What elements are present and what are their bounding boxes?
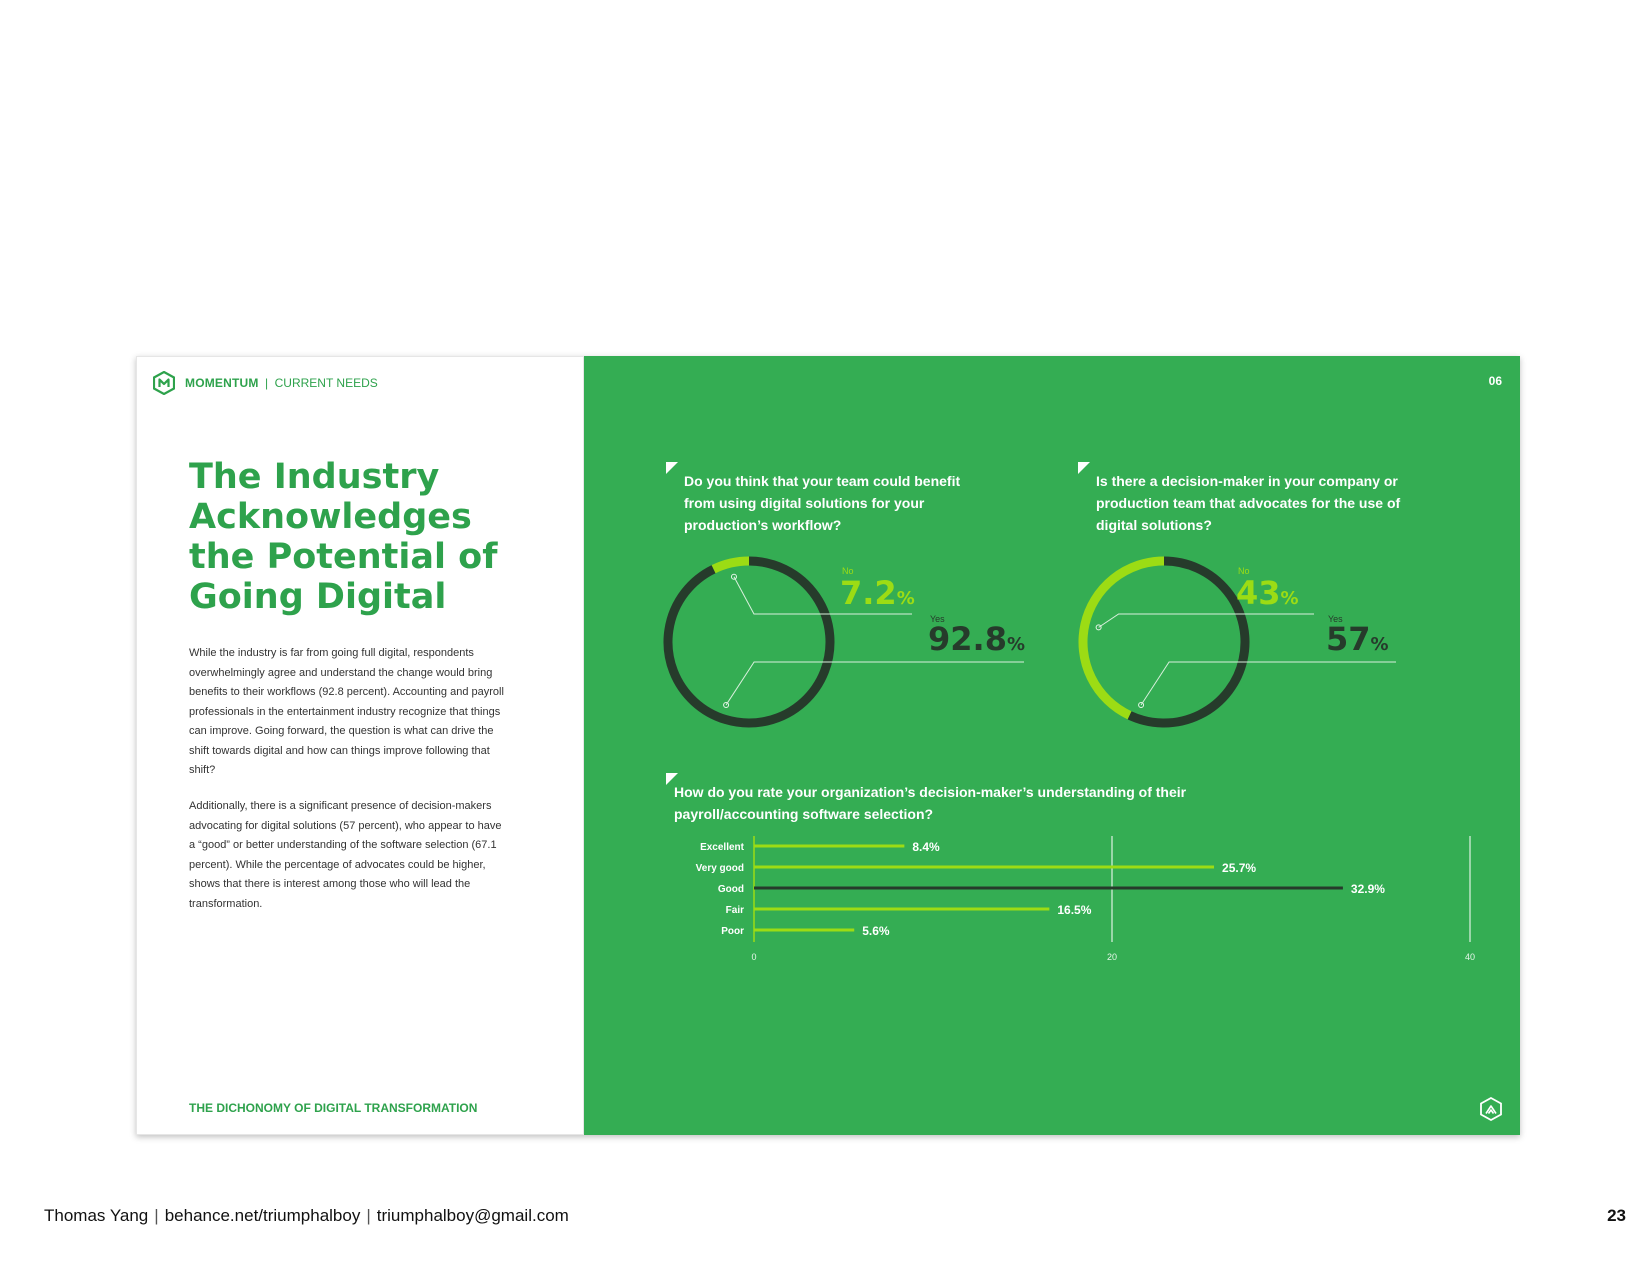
leader-dot-yes: [1138, 701, 1145, 708]
donut-no-segment: [1078, 556, 1165, 720]
x-tick-label: 20: [1107, 952, 1117, 962]
donut-chart-2: [1078, 556, 1396, 728]
author-name: Thomas Yang: [44, 1206, 149, 1225]
question-marker-icon: [666, 462, 678, 474]
portfolio-page-number: 23: [1607, 1206, 1626, 1225]
x-tick-label: 0: [751, 952, 756, 962]
bar-category-label: Poor: [721, 926, 744, 937]
donut-chart-1: [663, 556, 1024, 728]
leader-line-no: [733, 576, 912, 615]
bar-value-label: 5.6%: [862, 924, 890, 938]
donut-1-yes-label: Yes: [930, 614, 945, 624]
leader-line-yes: [725, 661, 1024, 706]
portfolio-link[interactable]: behance.net/triumphalboy: [164, 1206, 361, 1225]
donut-2-yes-value: 57%: [1326, 620, 1389, 658]
bar-category-label: Fair: [726, 905, 744, 916]
donut-charts: [663, 556, 1396, 728]
body-paragraph-2: Additionally, there is a significant pre…: [189, 800, 502, 910]
footer-separator: |: [366, 1206, 371, 1225]
donut-2-yes-label: Yes: [1328, 614, 1343, 624]
leader-dot-no: [730, 573, 737, 580]
leader-dot-yes: [723, 701, 730, 708]
bar-value-label: 8.4%: [912, 840, 940, 854]
x-tick-label: 40: [1465, 952, 1475, 962]
report-spread: MOMENTUM | CURRENT NEEDS The Industry Ac…: [136, 356, 1520, 1135]
bar-category-label: Very good: [696, 863, 744, 874]
donut-1-no-label: No: [842, 566, 854, 576]
question-3: How do you rate your organization’s deci…: [674, 784, 1187, 822]
donut-2-yes-number: 57: [1326, 620, 1371, 658]
bar-value-label: 32.9%: [1351, 882, 1385, 896]
home-logo-icon: [1480, 1097, 1502, 1121]
donut-no-segment: [711, 556, 750, 574]
bar-chart-grid: 0 20 40: [751, 836, 1475, 962]
bar-value-label: 16.5%: [1057, 903, 1091, 917]
right-page: 06 Do you think that your team could ben…: [584, 356, 1520, 1135]
leader-line-yes: [1140, 661, 1396, 706]
question-1: Do you think that your team could benefi…: [684, 473, 961, 533]
question-marker-icon: [1078, 462, 1090, 474]
brand-separator: |: [265, 376, 269, 390]
bar-chart-bars: Excellent 8.4% Very good 25.7% Good 32.9% Fair…: [696, 840, 1386, 938]
section-name: CURRENT NEEDS: [274, 376, 378, 390]
donut-yes-segment: [663, 556, 835, 728]
page-footer: Thomas Yang | behance.net/triumphalboy | tri…: [44, 1206, 569, 1226]
donut-2-yes-unit: %: [1370, 634, 1389, 655]
leader-dot-no: [1095, 624, 1102, 631]
donut-yes-segment: [1127, 556, 1250, 728]
donut-1-yes-number: 92.8: [928, 620, 1007, 658]
bar-chart-understanding: 0 20 40 Excellent 8.4% Very good 25.7% Good 32.…: [696, 836, 1475, 962]
brand-name: MOMENTUM: [185, 376, 259, 390]
momentum-logo-icon: [153, 371, 175, 395]
bar-category-label: Excellent: [700, 842, 745, 853]
footer-separator: |: [154, 1206, 159, 1225]
page-number: 06: [1488, 374, 1502, 388]
donut-2-no-value: 43%: [1236, 574, 1299, 612]
leader-line-no: [1098, 613, 1314, 628]
publication-title: THE DICHONOMY OF DIGITAL TRANSFORMATION: [189, 1101, 478, 1115]
bar-value-label: 25.7%: [1222, 861, 1256, 875]
donut-2-no-unit: %: [1280, 588, 1299, 609]
body-paragraph-1: While the industry is far from going ful…: [189, 647, 504, 776]
donut-1-no-number: 7.2: [840, 574, 897, 612]
donut-2-no-number: 43: [1236, 574, 1281, 612]
brand-header: MOMENTUM | CURRENT NEEDS: [153, 371, 378, 395]
bar-category-label: Good: [718, 884, 744, 895]
donut-1-no-unit: %: [896, 588, 915, 609]
donut-2-no-label: No: [1238, 566, 1250, 576]
question-marker-icon: [666, 773, 678, 785]
question-2: Is there a decision-maker in your compan…: [1096, 473, 1401, 533]
donut-1-no-value: 7.2%: [840, 574, 915, 612]
page-headline: The Industry Acknowledges the Potential …: [189, 457, 498, 617]
donut-1-yes-unit: %: [1006, 634, 1025, 655]
donut-1-yes-value: 92.8%: [928, 620, 1025, 658]
email-link[interactable]: triumphalboy@gmail.com: [376, 1206, 569, 1225]
left-page: MOMENTUM | CURRENT NEEDS The Industry Ac…: [136, 356, 584, 1135]
